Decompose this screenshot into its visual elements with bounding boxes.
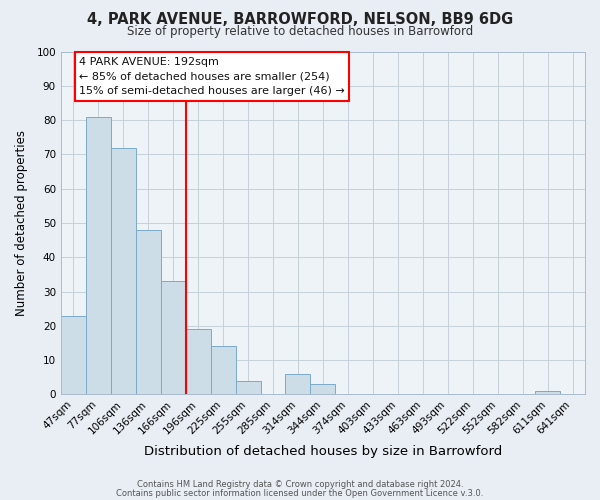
Bar (161, 282, 185, 395)
Text: 4, PARK AVENUE, BARROWFORD, NELSON, BB9 6DG: 4, PARK AVENUE, BARROWFORD, NELSON, BB9 … (87, 12, 513, 28)
Bar (86, 116, 111, 394)
Bar (61, 316, 86, 394)
X-axis label: Distribution of detached houses by size in Barrowford: Distribution of detached houses by size … (144, 444, 502, 458)
Bar (286, 374, 310, 394)
Text: Size of property relative to detached houses in Barrowford: Size of property relative to detached ho… (127, 24, 473, 38)
Bar (236, 380, 260, 394)
Bar (185, 330, 211, 394)
Bar (211, 346, 236, 395)
Text: 4 PARK AVENUE: 192sqm
← 85% of detached houses are smaller (254)
15% of semi-det: 4 PARK AVENUE: 192sqm ← 85% of detached … (79, 56, 345, 96)
Bar (535, 391, 560, 394)
Text: Contains HM Land Registry data © Crown copyright and database right 2024.: Contains HM Land Registry data © Crown c… (137, 480, 463, 489)
Bar (111, 148, 136, 394)
Bar (310, 384, 335, 394)
Y-axis label: Number of detached properties: Number of detached properties (15, 130, 28, 316)
Bar (136, 230, 161, 394)
Text: Contains public sector information licensed under the Open Government Licence v.: Contains public sector information licen… (116, 488, 484, 498)
